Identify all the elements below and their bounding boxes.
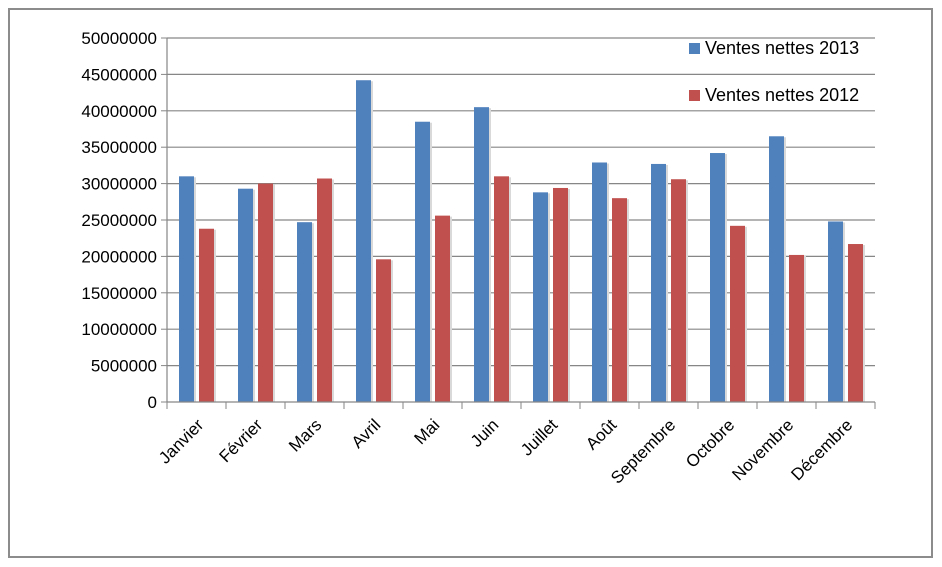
bar [179, 176, 194, 402]
bar [258, 183, 273, 402]
legend: Ventes nettes 2013 Ventes nettes 2012 [689, 38, 859, 105]
bar [848, 244, 863, 402]
x-tick-label: Juin [467, 415, 502, 450]
x-tick-label: Août [582, 415, 620, 453]
bar [415, 121, 430, 402]
gridlines [167, 37, 875, 367]
x-tick-labels: Janvier Février Mars Avril Mai Juin Juillet Aoû… [155, 415, 856, 487]
bar [356, 80, 371, 402]
bar [317, 178, 332, 402]
x-tick-label: Décembre [787, 415, 856, 484]
y-tick-label: 25000000 [81, 211, 157, 230]
bar [730, 225, 745, 402]
bar [671, 179, 686, 402]
y-tick-label: 15000000 [81, 284, 157, 303]
x-tick-label: Juillet [517, 415, 561, 459]
y-tick-label: 30000000 [81, 175, 157, 194]
x-tick-label: Novembre [728, 415, 797, 484]
legend-item: Ventes nettes 2012 [689, 85, 859, 105]
y-tick-label: 20000000 [81, 247, 157, 266]
bar [533, 192, 548, 402]
y-tick-label: 10000000 [81, 320, 157, 339]
bar [297, 222, 312, 402]
bar [828, 221, 843, 402]
x-tick-label: Octobre [682, 415, 738, 471]
bar [789, 254, 804, 402]
y-tick-label: 50000000 [81, 29, 157, 48]
bar [474, 107, 489, 402]
bar [199, 228, 214, 402]
bar [435, 215, 450, 402]
y-tick-labels: 0 5000000 10000000 15000000 20000000 25000000… [81, 29, 157, 412]
y-tick-label: 5000000 [91, 357, 157, 376]
legend-item: Ventes nettes 2013 [689, 38, 859, 58]
x-tick-label: Septembre [607, 415, 679, 487]
bar [592, 162, 607, 402]
y-tick-label: 40000000 [81, 102, 157, 121]
x-tick-label: Janvier [155, 415, 207, 467]
x-tick-label: Avril [348, 415, 385, 452]
bar [376, 259, 391, 402]
legend-label: Ventes nettes 2012 [705, 85, 859, 105]
legend-swatch [689, 43, 700, 54]
bars [179, 80, 865, 402]
bar [494, 176, 509, 402]
x-tick-label: Mars [285, 415, 325, 455]
x-tick-label: Février [215, 415, 266, 466]
bar [612, 198, 627, 402]
legend-swatch [689, 90, 700, 101]
y-tick-label: 45000000 [81, 65, 157, 84]
bar [710, 153, 725, 402]
bar [651, 163, 666, 402]
y-tick-label: 0 [148, 393, 157, 412]
bar [769, 136, 784, 402]
y-tick-label: 35000000 [81, 138, 157, 157]
bar [553, 187, 568, 402]
axes [161, 37, 876, 409]
x-tick-label: Mai [411, 415, 444, 448]
legend-label: Ventes nettes 2013 [705, 38, 859, 58]
bar [238, 188, 253, 402]
